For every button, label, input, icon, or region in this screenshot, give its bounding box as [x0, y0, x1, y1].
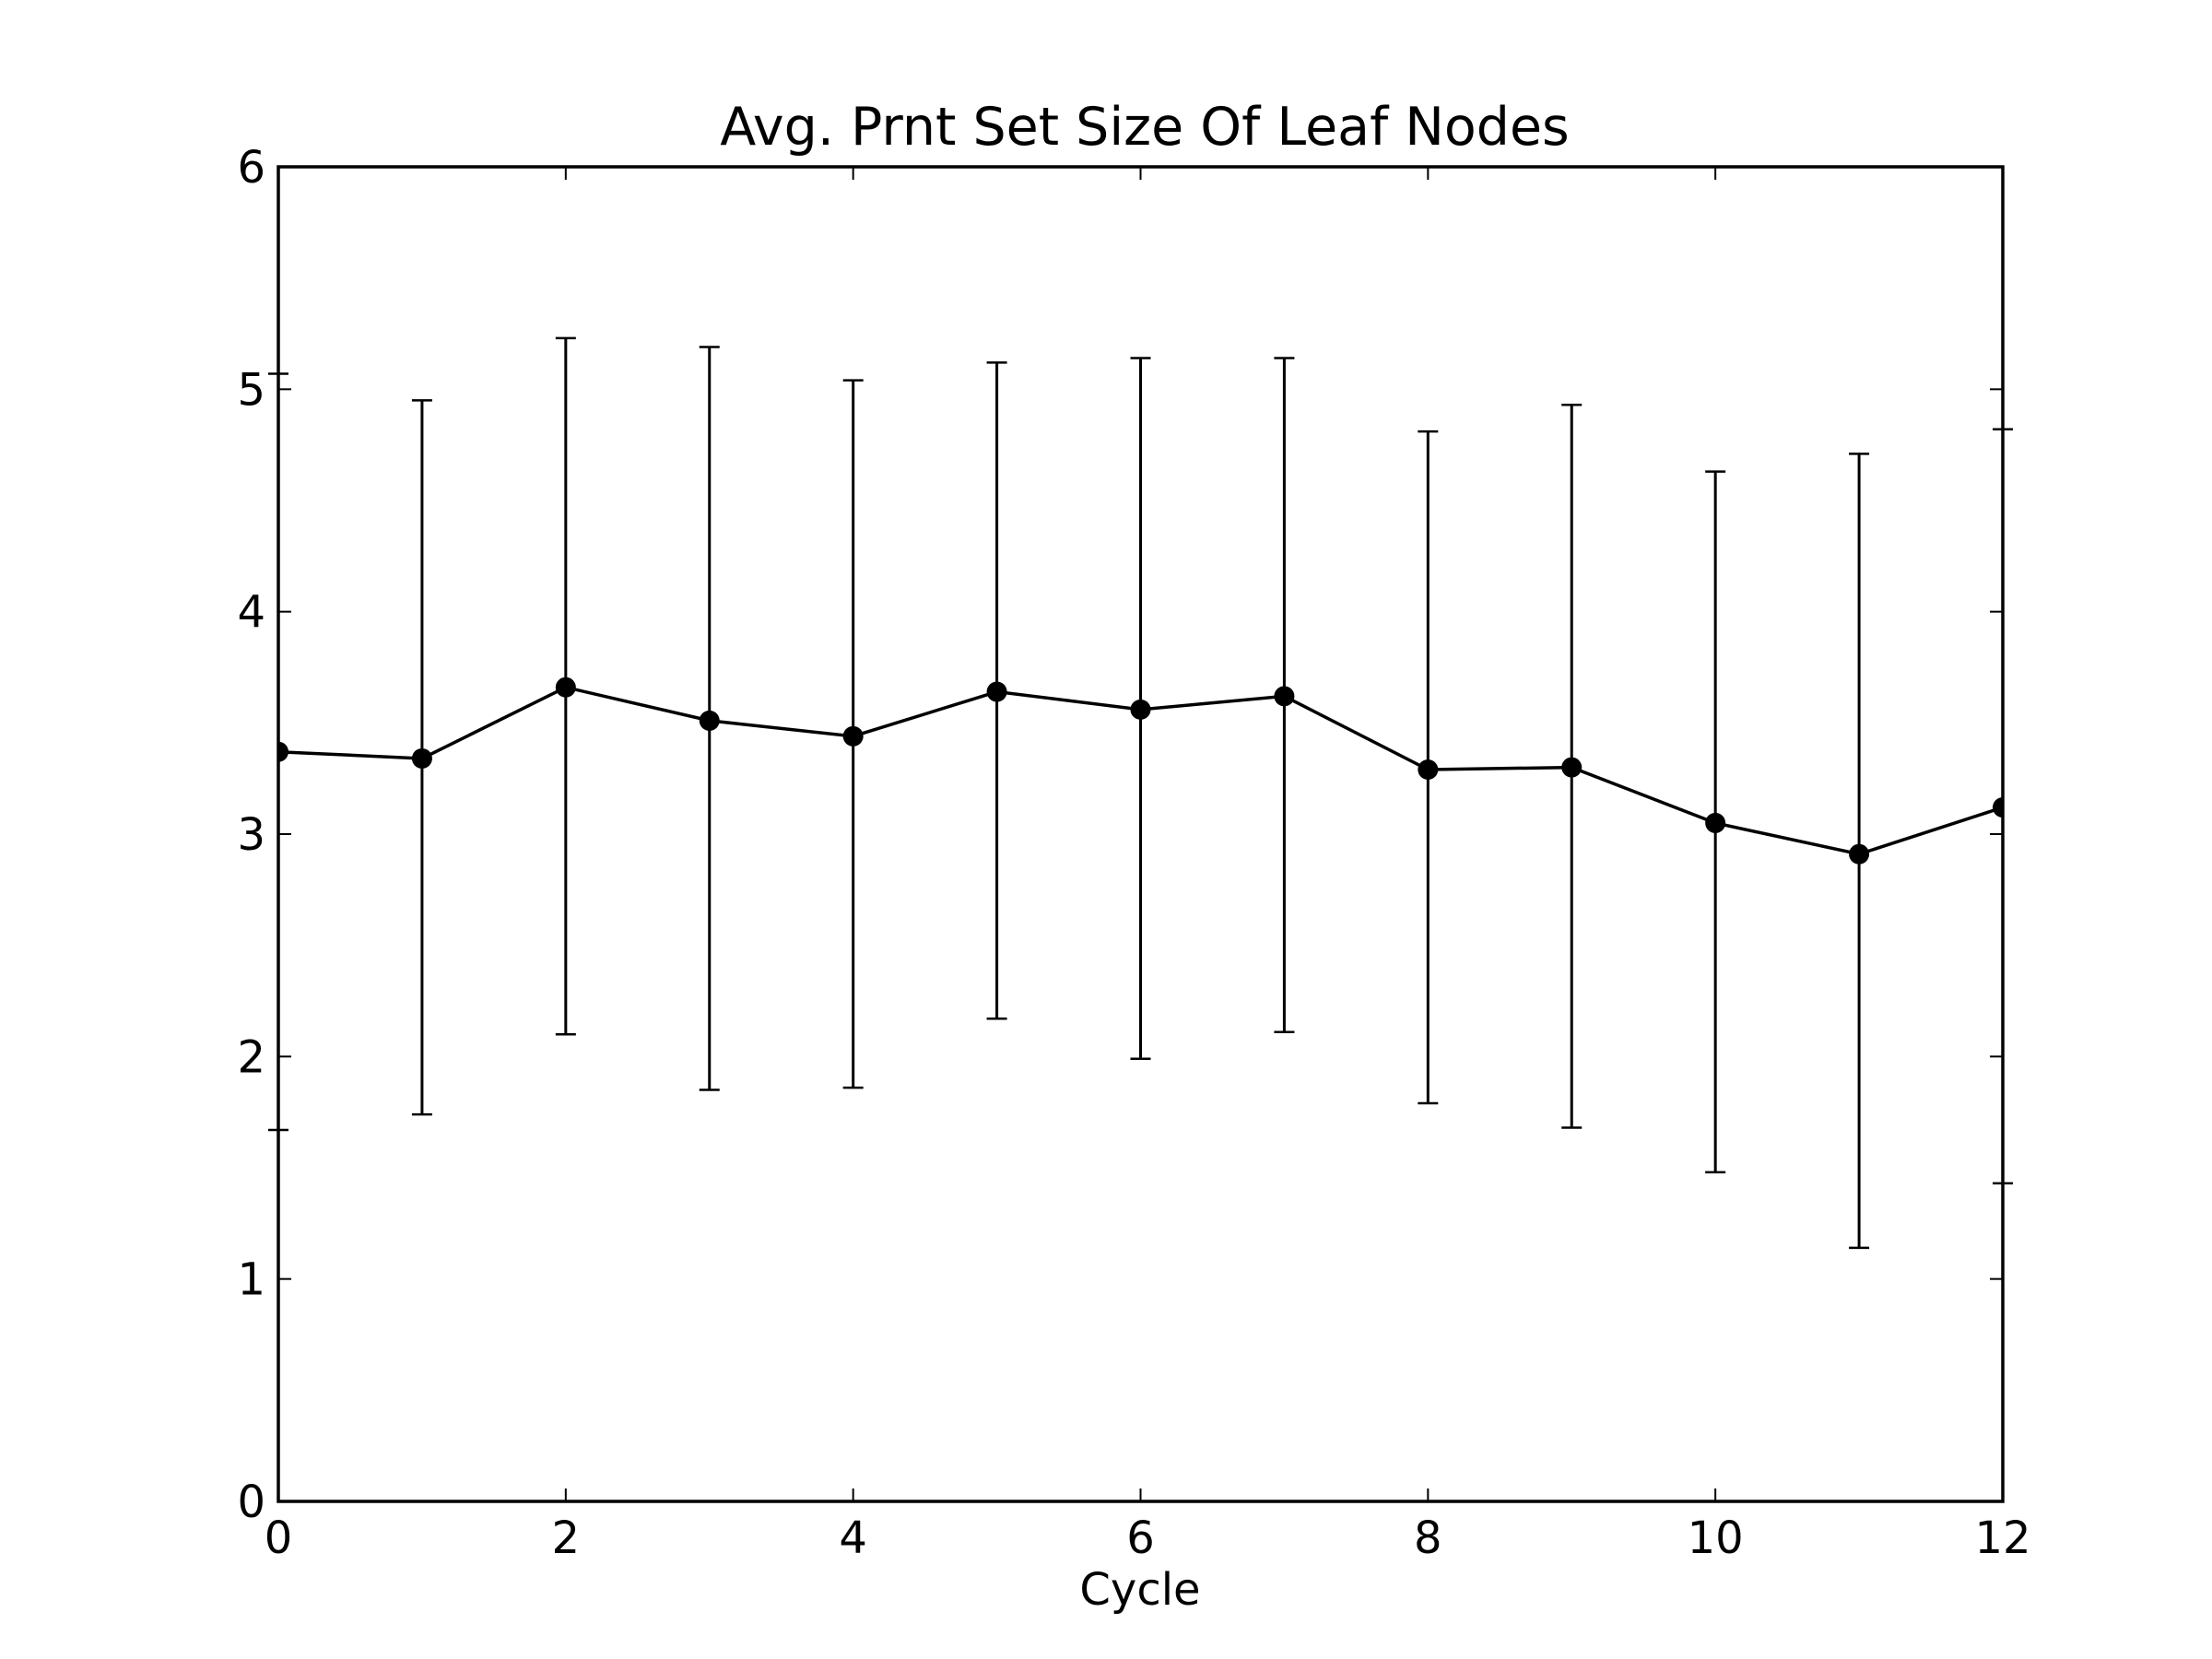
y-tick-label: 5: [237, 364, 265, 416]
x-tick-label: 8: [1414, 1512, 1442, 1564]
chart-title: Avg. Prnt Set Size Of Leaf Nodes: [720, 97, 1570, 158]
data-point: [1561, 757, 1583, 778]
data-point: [842, 725, 864, 747]
data-point: [1274, 686, 1295, 707]
data-point: [1993, 797, 2003, 818]
y-tick-label: 4: [237, 587, 265, 639]
data-point: [699, 710, 720, 731]
x-tick-label: 10: [1688, 1512, 1744, 1564]
data-point: [411, 747, 432, 769]
x-tick-label: 0: [265, 1512, 293, 1564]
data-point: [1705, 812, 1726, 833]
data-point: [1849, 843, 1870, 865]
data-point: [1418, 759, 1439, 781]
y-tick-label: 6: [237, 142, 265, 194]
series-layer: [278, 337, 2003, 1248]
x-tick-label: 6: [1126, 1512, 1155, 1564]
data-point: [555, 677, 576, 698]
data-point: [1130, 699, 1151, 720]
x-tick-label: 12: [1974, 1512, 2030, 1564]
y-tick-label: 3: [237, 809, 265, 861]
y-tick-label: 1: [237, 1254, 265, 1306]
plot-area-frame: [276, 165, 2005, 1503]
y-tick-label: 2: [237, 1031, 265, 1083]
data-point: [278, 741, 288, 762]
x-tick-label: 4: [839, 1512, 867, 1564]
y-tick-label: 0: [237, 1477, 265, 1528]
x-tick-label: 2: [552, 1512, 581, 1564]
x-axis-label: Cycle: [1079, 1564, 1200, 1616]
data-point: [986, 681, 1007, 702]
